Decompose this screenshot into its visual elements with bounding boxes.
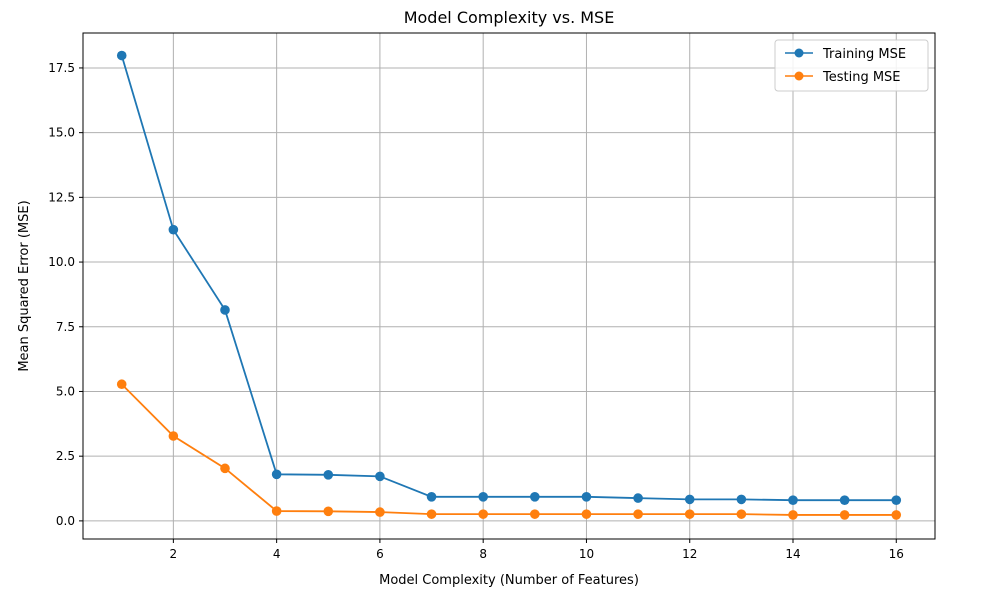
data-point-testing xyxy=(220,463,230,474)
data-point-training xyxy=(788,495,798,505)
data-point-training xyxy=(581,492,592,502)
grid-lines xyxy=(83,33,935,539)
legend-marker-testing xyxy=(794,71,804,81)
data-point-training xyxy=(530,492,540,502)
legend-marker-training xyxy=(794,48,804,58)
x-tick-label: 14 xyxy=(785,547,800,561)
data-point-testing xyxy=(839,510,850,520)
data-point-testing xyxy=(788,510,798,520)
data-point-training xyxy=(375,471,385,482)
series-line-training xyxy=(120,55,897,502)
data-point-training xyxy=(168,224,179,235)
x-tick-label: 10 xyxy=(579,547,594,561)
data-point-training xyxy=(220,305,230,315)
data-point-training xyxy=(478,492,488,502)
data-point-training xyxy=(891,495,902,505)
x-tick-label: 6 xyxy=(376,547,384,561)
data-point-testing xyxy=(891,510,902,520)
x-tick-label: 8 xyxy=(479,547,487,561)
data-point-testing xyxy=(271,506,282,516)
data-point-testing xyxy=(375,507,385,517)
series-layer xyxy=(116,50,902,520)
data-point-training xyxy=(271,469,282,480)
axis-ticks: 2 4 6 8 10 12 14 16 0.0 2.5 5.0 7.5 10.0 12.5 15.0 17.5 xyxy=(48,61,904,561)
x-tick-label: 16 xyxy=(889,547,904,561)
data-point-testing xyxy=(633,509,643,519)
data-point-testing xyxy=(478,509,488,519)
y-tick-label: 2.5 xyxy=(56,449,75,463)
series-line-testing xyxy=(121,383,897,516)
data-point-training xyxy=(116,50,127,61)
x-tick-label: 2 xyxy=(170,547,178,561)
data-point-testing xyxy=(323,506,334,517)
legend: Training MSE Testing MSE xyxy=(774,39,929,92)
data-point-testing xyxy=(116,379,127,390)
y-tick-label: 5.0 xyxy=(56,384,75,398)
data-point-training xyxy=(426,492,437,502)
y-axis-label: Mean Squared Error (MSE) xyxy=(17,200,32,371)
data-point-testing xyxy=(426,509,437,519)
data-point-training xyxy=(633,493,643,503)
data-point-training xyxy=(323,470,334,480)
y-tick-label: 17.5 xyxy=(48,61,75,75)
legend-box xyxy=(774,39,929,92)
data-point-testing xyxy=(530,509,540,519)
y-tick-label: 0.0 xyxy=(56,514,75,528)
x-axis-label: Model Complexity (Number of Features) xyxy=(379,573,639,588)
data-point-training xyxy=(839,495,850,505)
x-tick-label: 4 xyxy=(273,547,281,561)
y-tick-label: 12.5 xyxy=(48,190,75,204)
legend-label-testing: Testing MSE xyxy=(822,70,901,85)
data-point-testing xyxy=(581,509,592,519)
data-point-training xyxy=(684,494,695,505)
plot-frame xyxy=(82,32,936,540)
data-point-training xyxy=(736,494,747,505)
data-point-testing xyxy=(684,509,695,519)
y-tick-label: 7.5 xyxy=(56,320,75,334)
y-tick-label: 15.0 xyxy=(48,126,75,140)
chart-title: Model Complexity vs. MSE xyxy=(404,8,615,27)
legend-label-training: Training MSE xyxy=(822,47,906,62)
y-tick-label: 10.0 xyxy=(48,255,75,269)
data-point-testing xyxy=(736,509,747,519)
data-point-testing xyxy=(168,431,179,441)
x-tick-label: 12 xyxy=(682,547,697,561)
